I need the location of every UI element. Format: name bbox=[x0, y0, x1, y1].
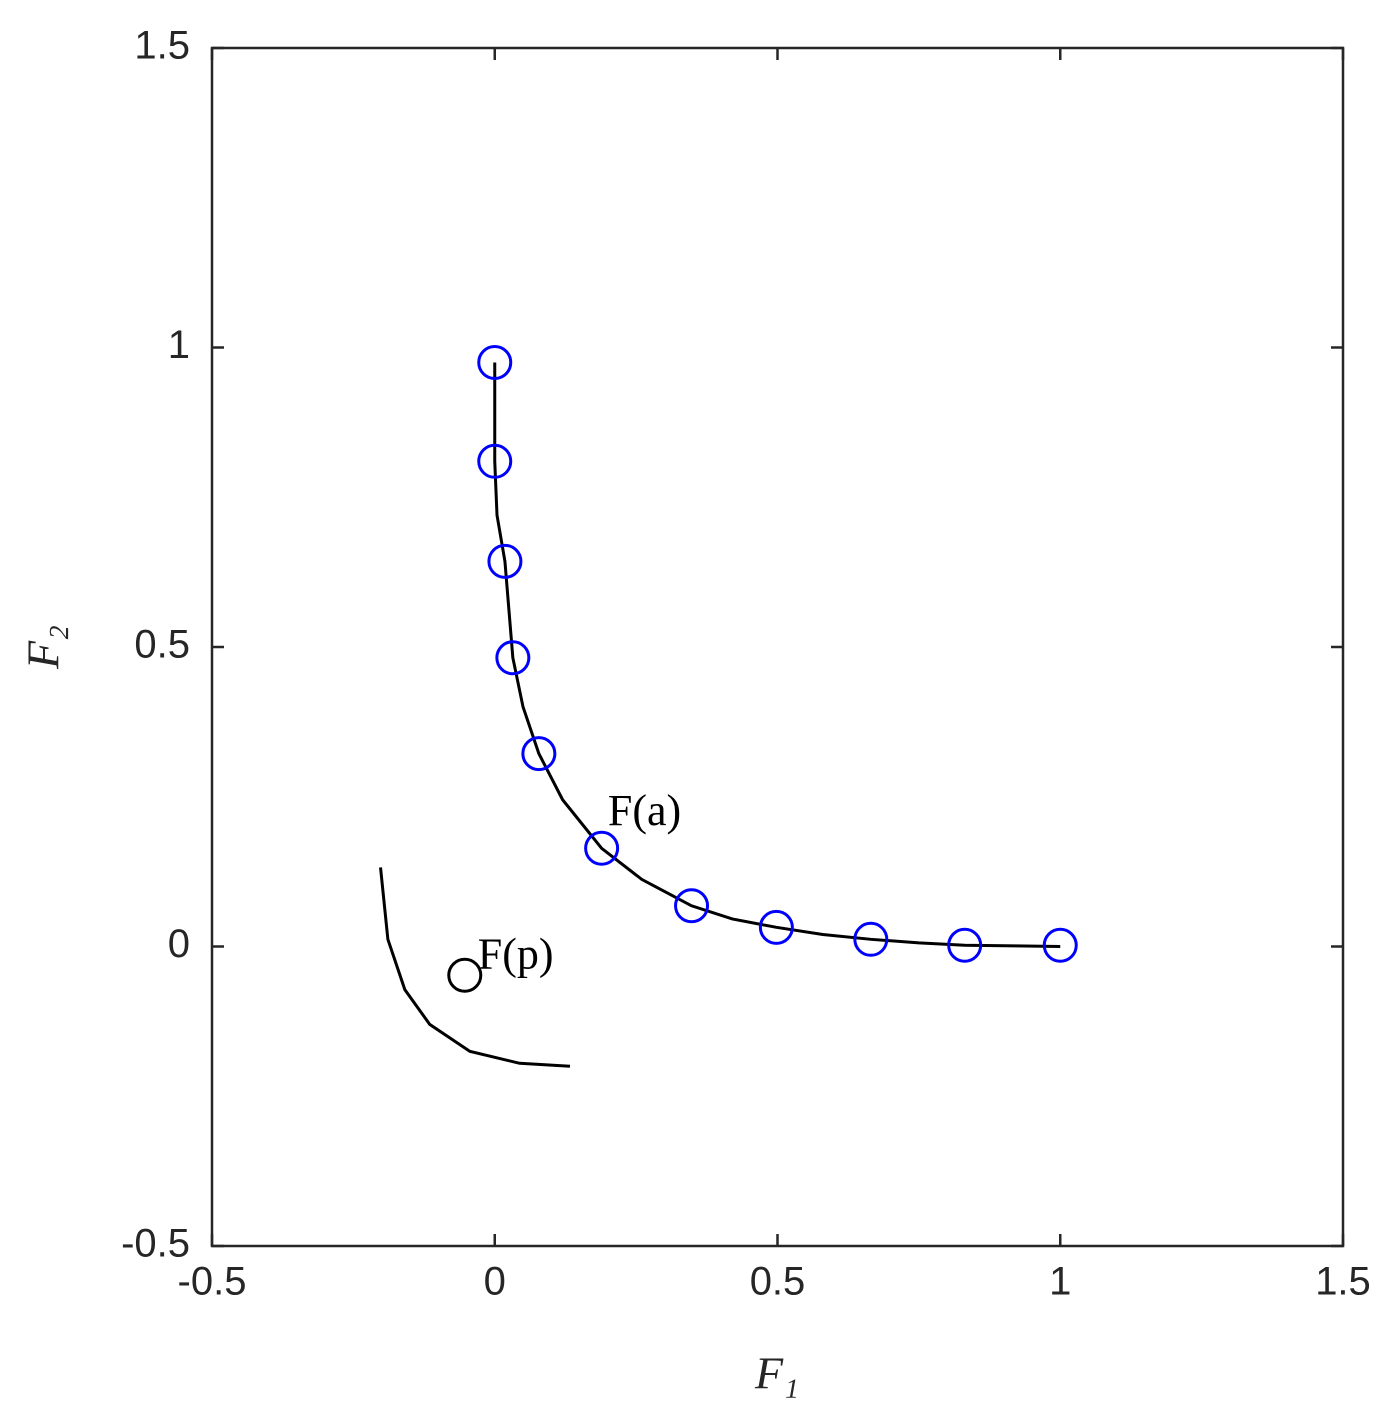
y-tick-label: -0.5 bbox=[121, 1222, 190, 1266]
curve bbox=[493, 362, 1061, 948]
marker bbox=[477, 443, 513, 479]
y-tick-label: 0 bbox=[168, 922, 190, 966]
annotation: F(a) bbox=[608, 786, 681, 835]
x-axis-label: F₁ bbox=[754, 1348, 799, 1399]
marker bbox=[584, 830, 620, 866]
x-tick-label: 0 bbox=[484, 1260, 506, 1304]
marker bbox=[495, 640, 531, 676]
plot-frame bbox=[210, 46, 1345, 1248]
marker bbox=[947, 927, 983, 963]
y-tick-label: 1 bbox=[168, 323, 190, 367]
marker bbox=[853, 921, 889, 957]
y-tick-label: 0.5 bbox=[134, 623, 190, 667]
x-tick-label: 1.5 bbox=[1315, 1260, 1371, 1304]
y-tick-label: 1.5 bbox=[134, 24, 190, 68]
marker bbox=[674, 888, 710, 924]
marker bbox=[447, 957, 483, 993]
annotation: F(p) bbox=[478, 930, 554, 979]
marker bbox=[487, 543, 523, 579]
marker bbox=[477, 344, 513, 380]
marker bbox=[521, 736, 557, 772]
curve bbox=[379, 867, 571, 1068]
x-tick-label: 1 bbox=[1049, 1260, 1071, 1304]
x-tick-label: -0.5 bbox=[178, 1260, 247, 1304]
marker bbox=[758, 909, 794, 945]
x-tick-label: 0.5 bbox=[750, 1260, 806, 1304]
y-axis-label: F₂ bbox=[18, 625, 69, 670]
marker bbox=[1042, 927, 1078, 963]
